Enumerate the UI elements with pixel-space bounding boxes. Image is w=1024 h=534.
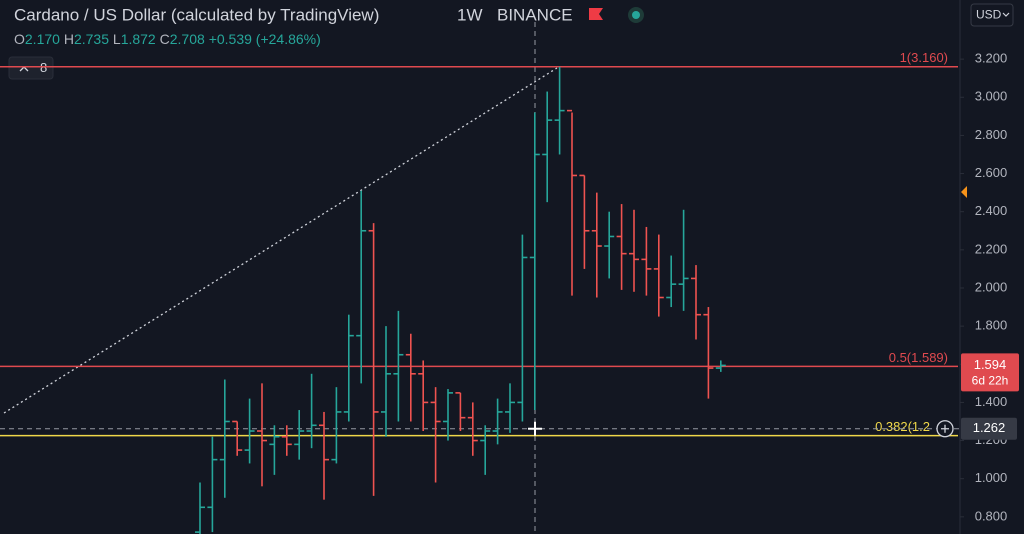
y-tick-label: 2.800 [975,127,1008,142]
flag-icon[interactable] [589,8,603,20]
ohlc-legend: O2.170 H2.735 L1.872 C2.708 +0.539 (+24.… [14,31,321,47]
countdown: 6d 22h [972,374,1009,388]
y-tick-label: 2.200 [975,241,1008,256]
alert-marker [961,186,967,198]
y-tick-label: 1.400 [975,394,1008,409]
last-price-box [961,353,1019,392]
level-label: 1(3.160) [900,50,948,65]
crosshair-cursor [528,421,542,436]
legend-value: 2.170 [25,31,60,47]
legend-value: 1.872 [121,31,156,47]
crosshair-price-box [961,417,1017,440]
currency-button[interactable] [970,3,1014,27]
y-tick-label: 3.200 [975,51,1008,66]
add-level-plus [941,424,949,433]
y-tick-label: 3.000 [975,89,1008,104]
currency-chevron [1002,12,1010,17]
level-label: 0.5(1.589) [889,350,948,365]
y-tick-label: 2.000 [975,279,1008,294]
legend-label: H [64,31,74,47]
legend-change: +0.539 [209,31,252,47]
drawings-badge[interactable] [8,56,54,80]
chart-title: Cardano / US Dollar (calculated by Tradi… [14,5,379,24]
interval[interactable]: 1W [457,5,483,24]
level-label: 0.382(1.2 [875,419,930,434]
y-tick-label: 2.600 [975,165,1008,180]
y-tick-label: 1.000 [975,470,1008,485]
currency-label: USD [976,8,1002,22]
status-dot [632,11,640,19]
legend-label: L [113,31,121,47]
crosshair-price: 1.262 [973,420,1006,435]
legend-label: C [160,31,170,47]
trend-line[interactable] [3,67,558,414]
y-tick-label: 1.800 [975,318,1008,333]
y-tick-label: 0.800 [975,508,1008,523]
legend-value: 2.735 [74,31,109,47]
legend-label: O [14,31,25,47]
last-price: 1.594 [974,357,1007,372]
legend-change-percent: (+24.86%) [256,31,321,47]
y-tick-label: 2.400 [975,203,1008,218]
exchange: BINANCE [497,5,573,24]
legend-value: 2.708 [170,31,205,47]
